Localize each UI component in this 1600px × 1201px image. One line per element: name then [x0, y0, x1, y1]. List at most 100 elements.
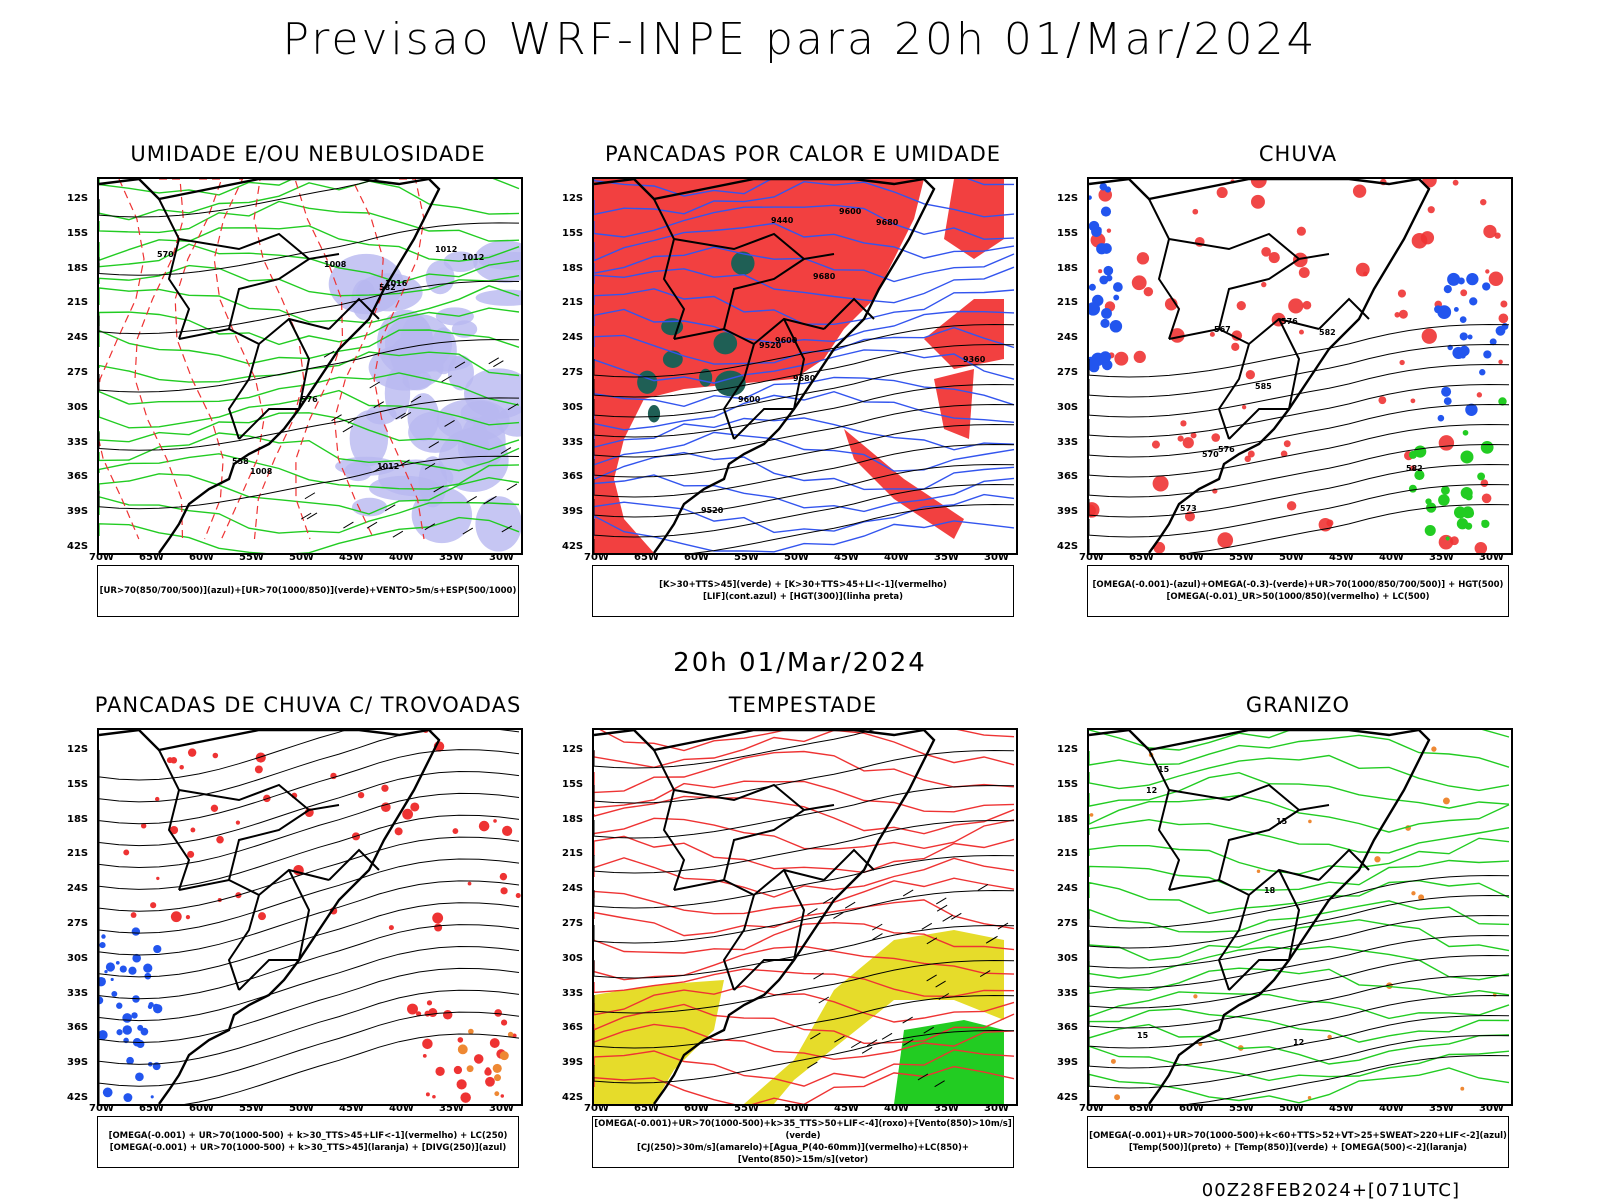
lat-tick-label: 36S: [1057, 1022, 1079, 1034]
legend-line: [OMEGA(-0.001) + UR>70(1000-500) + k>30_…: [109, 1143, 507, 1153]
lat-tick-label: 18S: [67, 262, 89, 274]
lat-tick-label: 39S: [1057, 1057, 1079, 1069]
lon-tick-label: 40W: [884, 552, 909, 563]
lon-tick-label: 45W: [1329, 552, 1354, 563]
panel-legend: [K>30+TTS>45](verde) + [K>30+TTS>45+LI<-…: [592, 565, 1014, 617]
lon-tick-label: 55W: [239, 1103, 264, 1114]
lon-tick-label: 60W: [189, 552, 214, 563]
contour-label: 9600: [738, 395, 761, 404]
legend-line: [Temp(500)](preto) + [Temp(850)](verde) …: [1128, 1143, 1468, 1153]
lon-tick-label: 55W: [239, 552, 264, 563]
lon-tick-label: 65W: [1129, 1103, 1154, 1114]
lat-tick-label: 33S: [67, 436, 89, 448]
lon-tick-label: 45W: [339, 1103, 364, 1114]
lat-tick-label: 36S: [67, 1022, 89, 1034]
panel-title: TEMPESTADE: [728, 693, 878, 717]
contour-label: 558: [232, 457, 249, 466]
lon-tick-label: 50W: [289, 1103, 314, 1114]
lat-tick-label: 39S: [562, 1057, 584, 1069]
lat-tick-label: 24S: [1057, 883, 1079, 895]
forecast-map: 9680 9680 9680 9600 9600 9520 9440 9360 9600 9520: [592, 177, 1018, 555]
lat-tick-label: 27S: [562, 918, 584, 929]
contour-label: 582: [1406, 464, 1423, 473]
legend-line: [OMEGA(-0.001)+UR>70(1000-500)+k>35_TTS>…: [594, 1119, 1012, 1141]
lat-tick-label: 27S: [1057, 367, 1079, 378]
panel-legend: [UR>70(850/700/500)](azul)+[UR>70(1000/8…: [97, 565, 519, 617]
lat-tick-label: 18S: [1057, 262, 1079, 274]
lat-tick-label: 39S: [562, 506, 584, 518]
contour-label: 9600: [839, 207, 862, 216]
lat-tick-label: 15S: [562, 778, 584, 790]
lat-tick-label: 12S: [67, 744, 89, 755]
lon-tick-label: 50W: [1279, 1103, 1304, 1114]
lat-tick-label: 39S: [1057, 506, 1079, 518]
contour-label: 9600: [775, 336, 798, 345]
lon-tick-label: 65W: [139, 552, 164, 563]
contour-label: 1016: [385, 279, 408, 288]
lat-tick-label: 18S: [562, 262, 584, 274]
contour-label: 1008: [250, 467, 273, 476]
lon-tick-label: 60W: [684, 1103, 709, 1114]
lat-tick-label: 30S: [67, 401, 89, 413]
lat-tick-label: 24S: [67, 332, 89, 344]
contour-label: 9680: [793, 374, 816, 383]
lon-tick-label: 30W: [1479, 1103, 1504, 1114]
lon-tick-label: 40W: [1379, 552, 1404, 563]
lon-tick-label: 50W: [784, 552, 809, 563]
lat-tick-label: 33S: [1057, 987, 1079, 999]
legend-line: [UR>70(850/700/500)](azul)+[UR>70(1000/8…: [99, 586, 517, 596]
contour-label: 576: [1281, 317, 1298, 326]
lon-tick-label: 35W: [1429, 552, 1454, 563]
legend-line: [K>30+TTS>45](verde) + [K>30+TTS>45+LI<-…: [659, 580, 947, 590]
lon-tick-label: 40W: [1379, 1103, 1404, 1114]
contour-label: 18: [1264, 886, 1276, 895]
lat-tick-label: 30S: [1057, 401, 1079, 413]
forecast-map: 582 585 576 573 570 567 582 576: [1087, 177, 1513, 555]
panel-title: UMIDADE E/OU NEBULOSIDADE: [130, 142, 486, 166]
lon-tick-label: 50W: [1279, 552, 1304, 563]
lat-tick-label: 21S: [67, 297, 89, 309]
contour-label: 573: [1180, 504, 1197, 513]
lon-tick-label: 60W: [1179, 1103, 1204, 1114]
contour-label: 9520: [759, 341, 782, 350]
lat-tick-label: 33S: [1057, 436, 1079, 448]
lat-tick-label: 12S: [67, 193, 89, 204]
legend-line: [OMEGA(-0.001)+UR>70(1000-500)+k<60+TTS>…: [1089, 1131, 1507, 1141]
lat-tick-label: 18S: [67, 813, 89, 825]
lon-tick-label: 40W: [389, 552, 414, 563]
contour-label: 585: [1255, 382, 1272, 391]
lon-tick-label: 70W: [1079, 1103, 1104, 1114]
lat-tick-label: 42S: [1057, 541, 1079, 552]
lat-tick-label: 21S: [562, 297, 584, 309]
lon-tick-label: 30W: [489, 552, 514, 563]
lat-tick-label: 15S: [67, 778, 89, 790]
lat-tick-label: 33S: [67, 987, 89, 999]
lat-tick-label: 27S: [67, 367, 89, 378]
lat-tick-label: 33S: [562, 436, 584, 448]
lat-tick-label: 12S: [1057, 193, 1079, 204]
lon-tick-label: 50W: [289, 552, 314, 563]
lat-tick-label: 33S: [562, 987, 584, 999]
contour-label: 9440: [771, 216, 794, 225]
contour-label: 9680: [876, 218, 899, 227]
legend-line: [OMEGA(-0.001) + UR>70(1000-500) + k>30_…: [108, 1131, 508, 1141]
lat-tick-label: 36S: [562, 471, 584, 483]
contour-label: 9520: [701, 506, 724, 515]
lon-tick-label: 35W: [439, 552, 464, 563]
lon-tick-label: 65W: [1129, 552, 1154, 563]
lon-tick-label: 70W: [584, 552, 609, 563]
contour-label: 15: [1158, 765, 1170, 774]
contour-label: 567: [1214, 325, 1231, 334]
lat-tick-label: 42S: [1057, 1092, 1079, 1103]
lat-tick-label: 18S: [562, 813, 584, 825]
lon-tick-label: 30W: [984, 1103, 1009, 1114]
mid-date: 20h 01/Mar/2024: [673, 648, 927, 678]
lon-tick-label: 30W: [1479, 552, 1504, 563]
forecast-map: [592, 728, 1018, 1106]
contour-label: 1008: [324, 260, 347, 269]
lon-tick-label: 30W: [984, 552, 1009, 563]
lat-tick-label: 36S: [1057, 471, 1079, 483]
panel-legend: [OMEGA(-0.001)-(azul)+OMEGA(-0.3)-(verde…: [1087, 565, 1509, 617]
lat-tick-label: 24S: [562, 332, 584, 344]
panel-title: CHUVA: [1258, 142, 1338, 166]
